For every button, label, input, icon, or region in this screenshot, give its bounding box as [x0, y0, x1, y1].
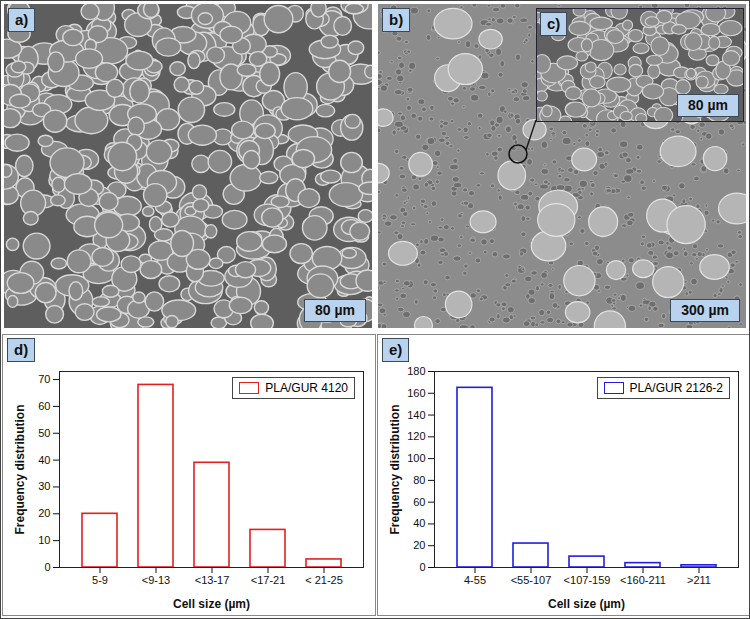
svg-text:4-55: 4-55 [464, 574, 486, 586]
svg-text:20: 20 [413, 539, 425, 551]
svg-text:60: 60 [413, 496, 425, 508]
svg-text:0: 0 [44, 561, 50, 573]
html-text:a): a) [15, 11, 29, 28]
svg-text:Frequency distribution: Frequency distribution [388, 404, 402, 534]
html-text:b): b) [389, 11, 404, 28]
svg-text:Cell size (µm): Cell size (µm) [173, 597, 250, 611]
html-text:300 µm: 300 µm [681, 302, 729, 318]
svg-text:5-9: 5-9 [92, 574, 108, 586]
svg-text:>211: >211 [687, 574, 711, 586]
svg-text:Frequency distribution: Frequency distribution [13, 404, 27, 534]
svg-text:40: 40 [38, 454, 50, 466]
svg-text:<17-21: <17-21 [251, 574, 286, 586]
html-text:80 µm: 80 µm [315, 302, 355, 318]
html-text:c): c) [547, 15, 561, 32]
svg-text:0: 0 [419, 561, 425, 573]
svg-text:<13-17: <13-17 [195, 574, 230, 586]
svg-text:100: 100 [407, 452, 425, 464]
html-text:80 µm: 80 µm [688, 97, 728, 113]
svg-text:<107-159: <107-159 [564, 574, 611, 586]
svg-text:40: 40 [413, 517, 425, 529]
svg-text:120: 120 [407, 430, 425, 442]
svg-text:<160-211: <160-211 [620, 574, 666, 586]
svg-text:50: 50 [38, 427, 50, 439]
svg-text:Cell size (µm): Cell size (µm) [548, 597, 625, 611]
svg-text:30: 30 [38, 480, 50, 492]
svg-text:10: 10 [38, 534, 50, 546]
svg-text:<55-107: <55-107 [511, 574, 552, 586]
svg-text:180: 180 [407, 365, 425, 377]
svg-text:60: 60 [38, 400, 50, 412]
svg-text:160: 160 [407, 387, 425, 399]
html-text:e): e) [389, 341, 403, 358]
svg-text:20: 20 [38, 507, 50, 519]
html-text:PLA/GUR 4120: PLA/GUR 4120 [265, 381, 348, 395]
svg-text:140: 140 [407, 409, 425, 421]
svg-text:<9-13: <9-13 [142, 574, 170, 586]
svg-text:70: 70 [38, 373, 50, 385]
html-text:PLA/GUR 2126-2: PLA/GUR 2126-2 [629, 381, 723, 395]
html-text:d): d) [14, 341, 29, 358]
svg-text:80: 80 [413, 474, 425, 486]
svg-text:< 21-25: < 21-25 [305, 574, 343, 586]
